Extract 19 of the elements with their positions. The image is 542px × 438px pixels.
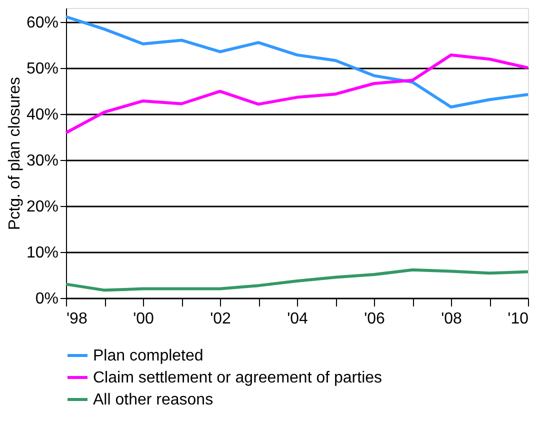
x-tick-label: '98 (66, 310, 88, 328)
x-tick-label: '04 (287, 310, 308, 328)
y-tick-label: 40% (26, 106, 58, 124)
y-tick-label: 50% (26, 60, 58, 78)
y-tick-label: 30% (26, 152, 58, 170)
y-tick-label: 0% (35, 290, 58, 308)
y-tick-label: 10% (26, 244, 58, 262)
x-tick-label: '08 (441, 310, 462, 328)
y-axis-title: Pctg. of plan closures (6, 77, 24, 230)
legend-label: Plan completed (93, 348, 204, 364)
x-tick-label: '10 (508, 310, 529, 328)
y-tick-label: 60% (26, 14, 58, 32)
x-tick-label: '06 (364, 310, 386, 328)
y-tick-label: 20% (26, 198, 58, 216)
legend-label: All other reasons (93, 392, 214, 408)
line-series (64, 268, 530, 292)
x-tick-label: '02 (210, 310, 232, 328)
legend-label: Claim settlement or agreement of parties (93, 370, 382, 386)
x-tick-label: '00 (133, 310, 154, 328)
